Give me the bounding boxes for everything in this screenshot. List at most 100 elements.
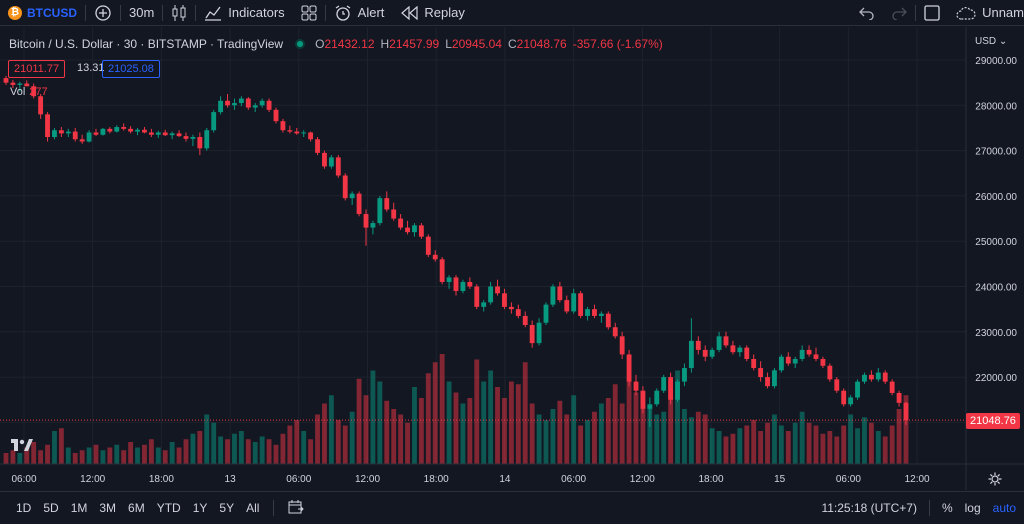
candle-body xyxy=(744,347,750,359)
range-button-5d[interactable]: 5D xyxy=(43,501,59,515)
candle-body xyxy=(377,198,383,224)
volume-bar xyxy=(488,370,494,464)
price-tick-label: 22000.00 xyxy=(975,373,1017,384)
currency-selector[interactable]: USD ⌄ xyxy=(975,36,1008,47)
candle-body xyxy=(765,377,770,387)
log-scale-toggle[interactable]: log xyxy=(964,501,981,515)
candle-body xyxy=(128,128,134,132)
compare-button[interactable] xyxy=(86,0,120,26)
candle-body xyxy=(52,130,57,138)
time-tick-label: 06:00 xyxy=(836,474,861,485)
candle-body xyxy=(31,86,37,97)
symbol-search[interactable]: ₿ BTCUSD xyxy=(0,0,85,26)
candle-body xyxy=(155,132,161,135)
volume-bar xyxy=(3,453,9,464)
time-tick-label: 13 xyxy=(225,474,237,485)
goto-date-button[interactable] xyxy=(282,499,310,517)
indicators-button[interactable]: Indicators xyxy=(196,0,292,26)
undo-button[interactable] xyxy=(851,0,883,26)
volume-bar xyxy=(356,378,362,464)
calendar-icon xyxy=(288,499,305,513)
candle-body xyxy=(633,381,639,391)
candle-body xyxy=(799,349,805,359)
volume-bar xyxy=(31,442,37,464)
interval-button[interactable]: 30m xyxy=(129,5,155,20)
candle-body xyxy=(862,374,867,382)
candle-body xyxy=(855,381,860,398)
volume-bar xyxy=(155,447,161,464)
volume-bar xyxy=(86,447,92,464)
square-icon xyxy=(924,4,940,21)
candle-body xyxy=(792,358,798,364)
time-tick-label: 06:00 xyxy=(11,474,36,485)
volume-bar xyxy=(744,425,750,464)
candle-body xyxy=(425,236,431,255)
candle-body xyxy=(169,133,175,136)
volume-bar xyxy=(598,403,604,464)
range-button-6m[interactable]: 6M xyxy=(128,501,145,515)
candle-body xyxy=(38,96,44,115)
candle-body xyxy=(218,100,224,113)
candle-body xyxy=(508,306,514,310)
volume-bar xyxy=(772,414,777,464)
layouts-button[interactable] xyxy=(293,0,325,26)
range-button-all[interactable]: All xyxy=(246,501,260,515)
candle-body xyxy=(605,313,611,328)
candle-body xyxy=(308,132,314,140)
range-button-1y[interactable]: 1Y xyxy=(192,501,208,515)
layout-name-button[interactable]: Unnam xyxy=(948,0,1024,26)
price-chart[interactable]: 29000.00 28000.00 27000.00 26000.00 25000.00… xyxy=(0,27,1024,490)
divider xyxy=(162,4,164,21)
candle-body xyxy=(702,349,708,357)
volume-bar xyxy=(889,425,895,464)
range-button-1m[interactable]: 1M xyxy=(70,501,88,515)
replay-button[interactable]: Replay xyxy=(392,0,472,26)
range-button-ytd[interactable]: YTD xyxy=(156,501,181,515)
sell-price[interactable]: 21011.77 xyxy=(8,60,66,78)
price-tick-label: 24000.00 xyxy=(975,283,1017,294)
candle-body xyxy=(515,309,521,316)
volume-bar xyxy=(425,373,431,464)
candle-body xyxy=(841,390,847,405)
volume-bar xyxy=(315,414,320,464)
volume-bar xyxy=(211,422,217,464)
auto-scale-toggle[interactable]: auto xyxy=(992,501,1016,515)
buy-price[interactable]: 21025.08 xyxy=(102,60,160,78)
market-status-icon[interactable] xyxy=(295,39,306,49)
volume-bar xyxy=(418,398,424,464)
candle-body xyxy=(100,128,106,135)
candle-body xyxy=(446,277,452,282)
candle-body xyxy=(259,100,265,106)
range-button-3m[interactable]: 3M xyxy=(99,501,117,515)
clock-timezone-button[interactable]: 11:25:18 (UTC+7) xyxy=(821,501,917,515)
range-button-5y[interactable]: 5Y xyxy=(219,501,235,515)
redo-button[interactable] xyxy=(883,0,915,26)
settings-gear-icon[interactable] xyxy=(988,472,1002,486)
volume-bar xyxy=(100,450,106,464)
candle-body xyxy=(135,129,140,132)
volume-bar xyxy=(668,381,674,464)
candle-body xyxy=(522,315,528,326)
volume-bar xyxy=(785,431,791,464)
tradingview-logo-icon[interactable] xyxy=(10,438,34,456)
volume-bar xyxy=(135,447,140,464)
chart-type-button[interactable] xyxy=(163,0,195,26)
volume-bar xyxy=(266,439,272,464)
volume-bar xyxy=(626,381,632,464)
candle-body xyxy=(488,286,494,303)
range-button-1d[interactable]: 1D xyxy=(16,501,32,515)
time-tick-label: 12:00 xyxy=(630,474,655,485)
volume-bar xyxy=(536,414,542,464)
fullscreen-button[interactable] xyxy=(916,0,948,26)
candle-body xyxy=(592,309,597,316)
percent-scale-toggle[interactable]: % xyxy=(941,501,953,515)
volume-bar xyxy=(252,442,258,464)
bitcoin-logo-icon: ₿ xyxy=(8,5,22,20)
candle-body xyxy=(896,392,902,403)
alert-button[interactable]: Alert xyxy=(326,0,393,26)
volume-bar xyxy=(384,400,390,464)
candles-icon xyxy=(172,4,186,21)
candle-body xyxy=(495,286,500,294)
candle-body xyxy=(10,82,16,85)
candle-body xyxy=(328,157,334,167)
